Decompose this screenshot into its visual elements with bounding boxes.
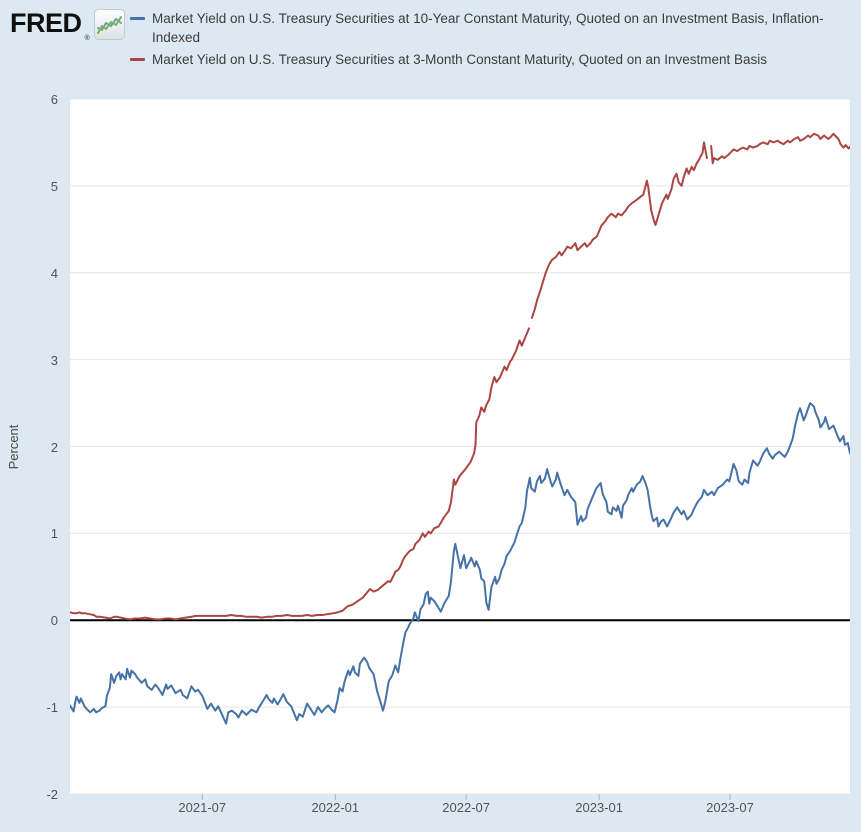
header: FRED ® Market Yield on U.S. Tre bbox=[10, 8, 855, 67]
fred-logo-text: FRED bbox=[10, 8, 82, 38]
legend-label-10yr-tips[interactable]: Market Yield on U.S. Treasury Securities… bbox=[152, 11, 824, 45]
x-tick-label: 2021-07 bbox=[178, 800, 227, 815]
series-line-swatch-blue bbox=[130, 17, 145, 20]
y-tick-label: 3 bbox=[50, 352, 58, 368]
x-tick-label: 2022-01 bbox=[311, 800, 360, 815]
x-tick-label: 2022-07 bbox=[442, 800, 490, 815]
y-tick-label: 2 bbox=[50, 439, 58, 455]
legend-label-3mo[interactable]: Market Yield on U.S. Treasury Securities… bbox=[152, 52, 768, 67]
plot-area[interactable] bbox=[70, 99, 850, 802]
registered-trademark-mark: ® bbox=[84, 35, 90, 42]
x-tick-label: 2023-01 bbox=[575, 800, 624, 815]
legend-item: Market Yield on U.S. Treasury Securities… bbox=[130, 9, 855, 47]
legend: Market Yield on U.S. Treasury Securities… bbox=[130, 9, 855, 69]
y-tick-label: 6 bbox=[50, 92, 58, 107]
y-tick-label: -1 bbox=[46, 700, 58, 716]
y-tick-label: 1 bbox=[50, 526, 58, 542]
x-tick-label: 2023-07 bbox=[706, 800, 754, 815]
y-tick-label: 4 bbox=[50, 265, 58, 281]
y-tick-label: 5 bbox=[50, 178, 58, 194]
fred-sparkline-icon bbox=[93, 9, 125, 45]
series-line-swatch-red bbox=[130, 58, 145, 61]
y-tick-label: 0 bbox=[50, 613, 58, 629]
fred-logo[interactable]: FRED ® bbox=[10, 8, 125, 45]
legend-item: Market Yield on U.S. Treasury Securities… bbox=[130, 50, 855, 69]
y-tick-label: -2 bbox=[46, 787, 58, 802]
